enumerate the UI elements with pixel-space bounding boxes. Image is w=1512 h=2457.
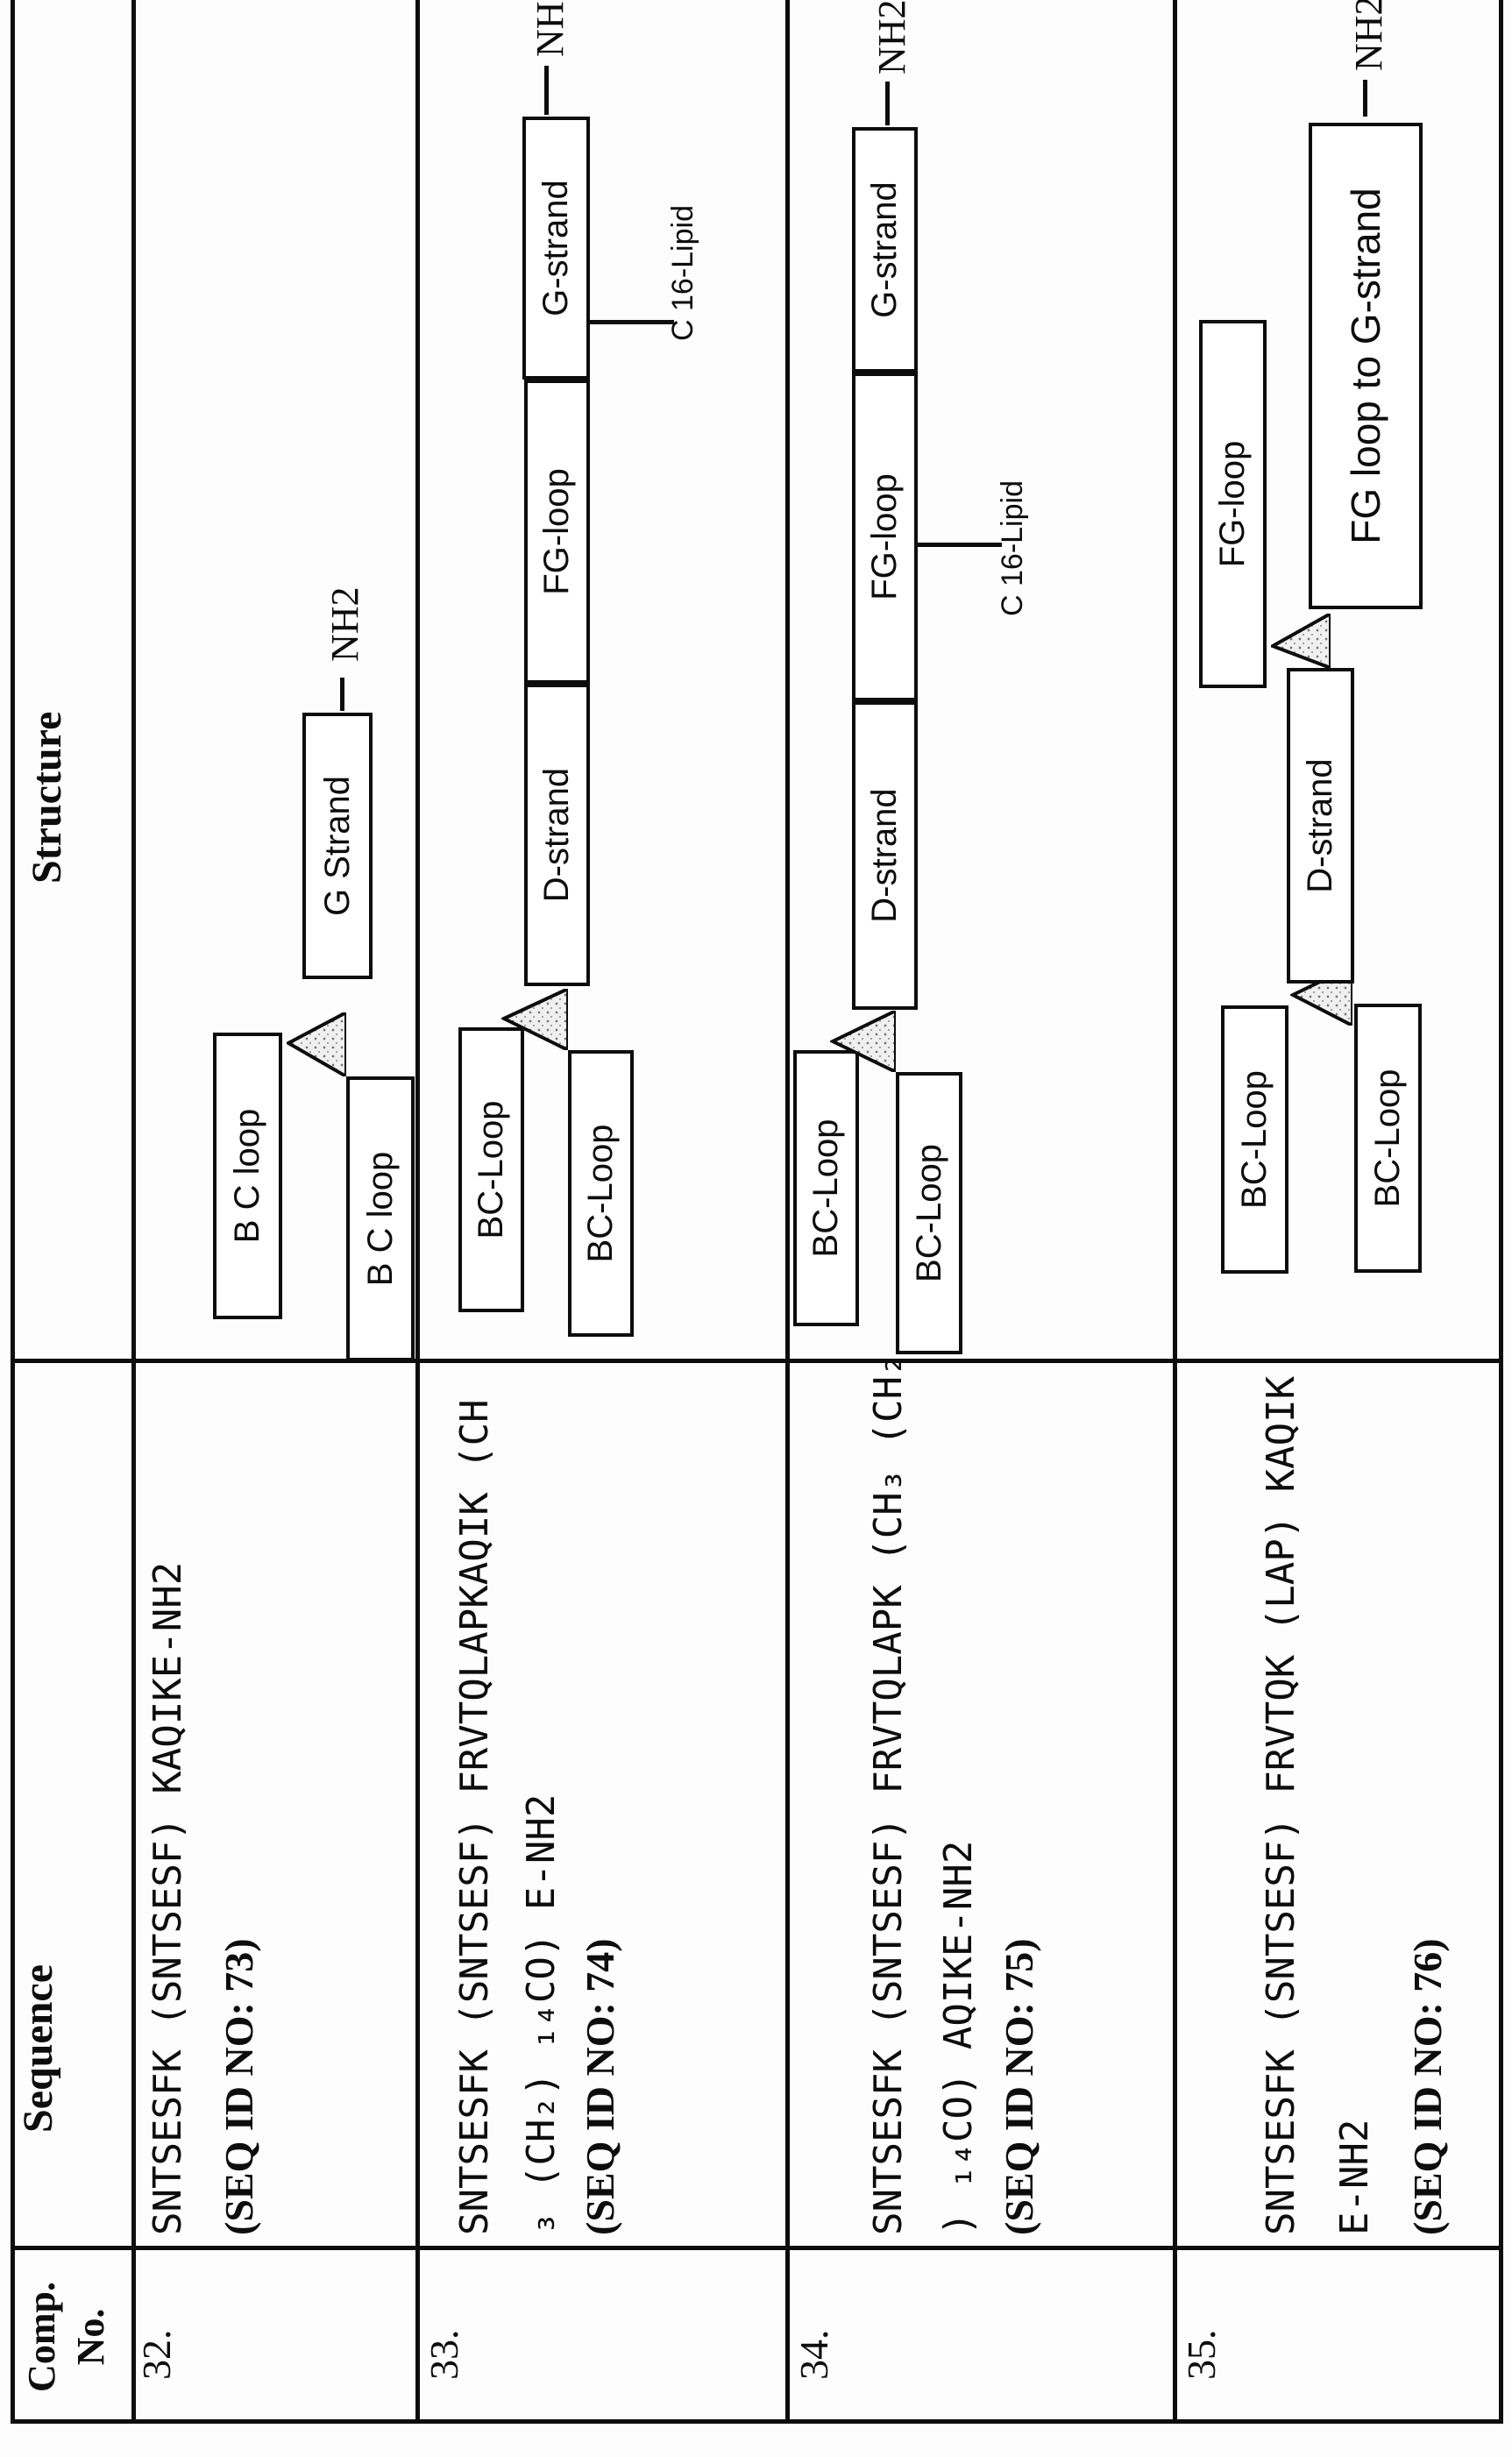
- row33-d-strand-label: D-strand: [537, 767, 576, 903]
- row33-bc-loop-box-2: BC-Loop: [568, 1050, 634, 1337]
- row32-seq-id: (SEQ ID NO: 73): [217, 1938, 261, 2235]
- header-sequence: Sequence: [15, 1964, 61, 2133]
- row34-bc-loop-label-1: BC-Loop: [806, 1118, 845, 1258]
- row34-nh2-label: NH2: [870, 0, 913, 75]
- header-structure: Structure: [24, 711, 70, 884]
- row34-d-strand-box: D-strand: [852, 701, 918, 1010]
- row33-d-strand-box: D-strand: [524, 684, 590, 986]
- row33-bc-loop-label-1: BC-Loop: [472, 1100, 510, 1239]
- row33-nh2-connector-line: [544, 66, 549, 115]
- row35-nh2-connector-line: [1363, 80, 1367, 117]
- row35-fold-wedge-icon-2: [1271, 614, 1331, 668]
- row34-bc-loop-box-1: BC-Loop: [793, 1050, 859, 1326]
- row34-g-strand-box: G-strand: [852, 127, 918, 373]
- row35-d-strand-box: D-strand: [1287, 668, 1354, 984]
- row35-bc-loop-box-1: BC-Loop: [1221, 1005, 1288, 1274]
- row35-fg-loop-label: FG-loop: [1213, 440, 1252, 568]
- row32-g-strand-label: G Strand: [317, 775, 357, 917]
- row34-seq-id: (SEQ ID NO: 75): [997, 1938, 1041, 2235]
- row33-nh2-label: NH2: [529, 0, 571, 57]
- row35-d-strand-label: D-strand: [1301, 758, 1339, 893]
- col-divider-compno-sequence: [11, 2246, 1499, 2250]
- row35-sequence-line-1: SNTSESFK (SNTSESF) FRVTQK (LAP) KAQIK: [1259, 1375, 1303, 2235]
- row33-seq-id: (SEQ ID NO: 74): [578, 1938, 622, 2235]
- row-divider-32-33: [415, 0, 420, 2424]
- row35-seq-id: (SEQ ID NO: 76): [1405, 1938, 1450, 2235]
- row33-lipid-connector-line: [590, 320, 674, 324]
- row34-sequence-line-1: SNTSESFK (SNTSESF) FRVTQLAPK (CH₃ (CH₂: [866, 1353, 911, 2235]
- row32-nh2-label: NH2: [323, 586, 366, 662]
- row-divider-33-34: [785, 0, 790, 2424]
- row34-sequence-line-2: ) ₁₄CO) AQIKE-NH2: [936, 1840, 981, 2235]
- row34-bc-loop-box-2: BC-Loop: [896, 1072, 962, 1354]
- row32-bc-loop-box-2: B C loop: [346, 1076, 415, 1361]
- row33-g-strand-box: G-strand: [522, 117, 590, 380]
- row32-bc-loop-box-1: B C loop: [213, 1033, 282, 1319]
- row34-comp-no: 34.: [791, 2329, 836, 2381]
- row32-sequence-line: SNTSESFK (SNTSESF) KAQIKE-NH2: [146, 1561, 190, 2235]
- row34-fg-loop-box: FG-loop: [852, 373, 918, 701]
- row32-bc-loop-label-2: B C loop: [360, 1151, 400, 1287]
- row32-comp-no: 32.: [134, 2329, 179, 2381]
- row34-bc-loop-label-2: BC-Loop: [909, 1144, 948, 1282]
- row35-bc-loop-label-2: BC-Loop: [1368, 1069, 1407, 1208]
- row34-fold-wedge-icon: [830, 1011, 896, 1072]
- row33-sequence-line-2: ₃ (CH₂) ₁₄CO) E-NH2: [519, 1793, 564, 2235]
- row35-bc-loop-box-2: BC-Loop: [1354, 1004, 1422, 1273]
- row34-g-strand-label: G-strand: [865, 181, 904, 318]
- row32-fold-wedge-icon: [287, 1012, 346, 1076]
- row33-fg-loop-label: FG-loop: [537, 468, 576, 595]
- header-comp-line2: No.: [69, 2308, 112, 2366]
- row34-lipid-label: C 16-Lipid: [996, 480, 1029, 616]
- row34-d-strand-label: D-strand: [865, 788, 904, 923]
- row33-comp-no: 33.: [422, 2329, 466, 2381]
- row35-sequence-line-2: E-NH2: [1332, 2119, 1377, 2235]
- table-border-left: [11, 2419, 1503, 2424]
- row32-bc-loop-label-1: B C loop: [228, 1108, 266, 1244]
- row33-sequence-line-1: SNTSESFK (SNTSESF) FRVTQLAPKAQIK (CH: [452, 1399, 497, 2235]
- col-divider-sequence-structure: [11, 1359, 1499, 1363]
- row-divider-header-32: [131, 0, 136, 2424]
- row33-bc-loop-label-2: BC-Loop: [581, 1124, 620, 1263]
- row33-fold-wedge-icon: [501, 989, 568, 1050]
- row34-lipid-connector-line: [918, 543, 1002, 547]
- row33-lipid-label: C 16-Lipid: [666, 205, 699, 341]
- row35-bc-loop-label-1: BC-Loop: [1235, 1070, 1274, 1209]
- row33-g-strand-label: G-strand: [536, 180, 575, 316]
- header-comp-line1: Comp.: [20, 2282, 63, 2392]
- row34-nh2-connector-line: [885, 82, 890, 125]
- row35-fg-to-g-strand-label: FG loop to G-strand: [1343, 188, 1388, 544]
- row32-nh2-connector-line: [340, 678, 344, 711]
- row35-comp-no: 35.: [1179, 2329, 1224, 2381]
- row33-bc-loop-box-1: BC-Loop: [458, 1027, 524, 1312]
- table-border-bottom: [1499, 0, 1503, 2424]
- row33-fg-loop-box: FG-loop: [524, 380, 590, 684]
- row35-fg-to-g-strand-box: FG loop to G-strand: [1309, 123, 1423, 609]
- row32-g-strand-box: G Strand: [302, 713, 373, 979]
- row35-fg-loop-box: FG-loop: [1199, 320, 1267, 688]
- row-divider-34-35: [1173, 0, 1177, 2424]
- row34-fg-loop-label: FG-loop: [865, 473, 904, 600]
- row35-nh2-label: NH2: [1347, 0, 1390, 71]
